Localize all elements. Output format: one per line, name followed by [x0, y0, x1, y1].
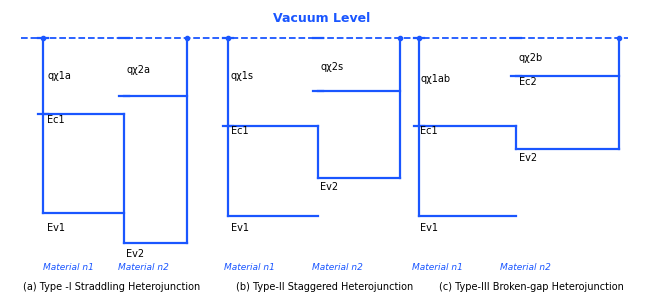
- Text: Material n2: Material n2: [312, 263, 363, 272]
- Text: Ec2: Ec2: [519, 77, 536, 87]
- Text: Ev1: Ev1: [421, 223, 439, 233]
- Text: qχ1a: qχ1a: [47, 71, 71, 81]
- Text: Ec1: Ec1: [47, 115, 65, 125]
- Text: Material n2: Material n2: [499, 263, 551, 272]
- Text: Vacuum Level: Vacuum Level: [273, 12, 370, 24]
- Text: Ev2: Ev2: [320, 182, 338, 192]
- Text: Material n1: Material n1: [412, 263, 463, 272]
- Text: qχ1ab: qχ1ab: [421, 74, 450, 84]
- Text: Ev2: Ev2: [519, 153, 537, 163]
- Text: qχ2b: qχ2b: [519, 53, 543, 63]
- Text: Ev1: Ev1: [47, 223, 65, 233]
- Text: qχ1s: qχ1s: [231, 71, 254, 81]
- Text: (c) Type-III Broken-gap Heterojunction: (c) Type-III Broken-gap Heterojunction: [439, 282, 624, 292]
- Text: Material n1: Material n1: [43, 263, 94, 272]
- Text: Ev1: Ev1: [231, 223, 249, 233]
- Text: Material n1: Material n1: [224, 263, 275, 272]
- Text: Material n2: Material n2: [118, 263, 169, 272]
- Text: (a) Type -I Straddling Heterojunction: (a) Type -I Straddling Heterojunction: [23, 282, 201, 292]
- Text: (b) Type-II Staggered Heterojunction: (b) Type-II Staggered Heterojunction: [236, 282, 413, 292]
- Text: qχ2a: qχ2a: [126, 65, 150, 75]
- Text: Ec1: Ec1: [231, 126, 248, 136]
- Text: Ev2: Ev2: [126, 249, 144, 259]
- Text: qχ2s: qχ2s: [320, 62, 344, 72]
- Text: Ec1: Ec1: [421, 126, 438, 136]
